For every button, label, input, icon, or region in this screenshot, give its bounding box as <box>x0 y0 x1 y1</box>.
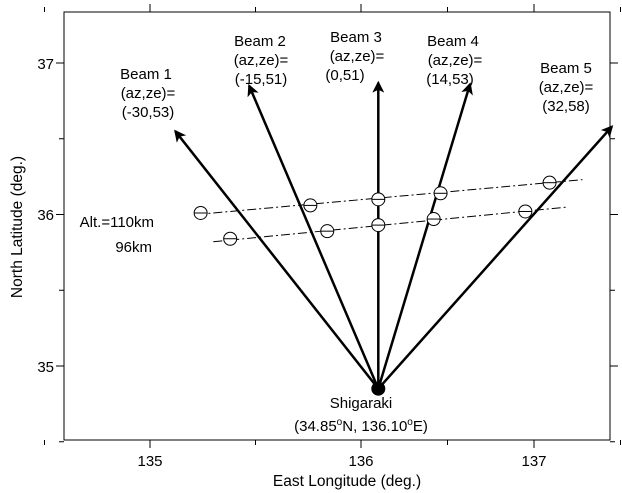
x-tick-label-137: 137 <box>521 453 546 470</box>
beam-4-azze-label: (az,ze)= <box>428 52 483 69</box>
beam-2-azze-value: (-15,51) <box>235 71 288 88</box>
beam-1-name: Beam 1 <box>120 66 172 83</box>
beam-1-azze-value: (-30,53) <box>122 104 175 121</box>
x-tick-label-135: 135 <box>137 453 162 470</box>
altitude-line-110km <box>196 179 583 215</box>
beam-2-azze-label: (az,ze)= <box>234 52 289 69</box>
altitude-label-96km: 96km <box>115 239 152 256</box>
y-tick-label-35: 35 <box>37 359 54 376</box>
axis-ticks <box>44 4 621 448</box>
y-tick-labels: 37 36 35 <box>37 56 54 376</box>
beam-5-arrow <box>377 125 614 390</box>
y-tick-label-37: 37 <box>37 56 54 73</box>
shigaraki-site-marker <box>371 381 386 396</box>
beam-2-arrow <box>247 83 380 390</box>
altitude-label-110km: Alt.=110km <box>80 214 154 231</box>
beam-5-name: Beam 5 <box>540 60 592 77</box>
beam-4-azze-value: (14,53) <box>426 71 474 88</box>
beam-lines <box>174 80 614 390</box>
beam-3-azze-value: (0,51) <box>325 67 364 84</box>
x-axis-title: East Longitude (deg.) <box>273 473 421 490</box>
beam-3-label: Beam 3 (az,ze)= (0,51) <box>325 29 384 84</box>
x-tick-labels: 135 136 137 <box>137 453 546 470</box>
beam-3-name: Beam 3 <box>330 29 382 46</box>
altitude-line-96km <box>213 206 569 243</box>
beam-1-azze-label: (az,ze)= <box>121 85 176 102</box>
beam-1-label: Beam 1 (az,ze)= (-30,53) <box>120 66 175 121</box>
y-axis-title: North Latitude (deg.) <box>9 156 26 298</box>
beam-2-label: Beam 2 (az,ze)= (-15,51) <box>234 33 289 88</box>
beam-labels: Beam 1 (az,ze)= (-30,53) Beam 2 (az,ze)=… <box>120 29 593 121</box>
plot-frame <box>63 11 611 441</box>
beam-4-arrow <box>377 82 473 390</box>
site-name: Shigaraki <box>330 395 393 412</box>
intersection-markers <box>193 175 557 246</box>
beam-3-azze-label: (az,ze)= <box>330 48 385 65</box>
beam-5-azze-label: (az,ze)= <box>539 79 594 96</box>
site-coordinates: (34.85oN, 136.10oE) <box>294 417 428 435</box>
altitude-lines <box>196 179 583 243</box>
beam-2-name: Beam 2 <box>234 33 286 50</box>
x-tick-label-136: 136 <box>348 453 373 470</box>
y-tick-label-36: 36 <box>37 207 54 224</box>
beam-5-label: Beam 5 (az,ze)= (32,58) <box>539 60 594 115</box>
beam-1-arrow <box>174 129 380 390</box>
beam-4-name: Beam 4 <box>427 33 479 50</box>
beam-4-label: Beam 4 (az,ze)= (14,53) <box>426 33 482 88</box>
beam-5-azze-value: (32,58) <box>542 98 590 115</box>
